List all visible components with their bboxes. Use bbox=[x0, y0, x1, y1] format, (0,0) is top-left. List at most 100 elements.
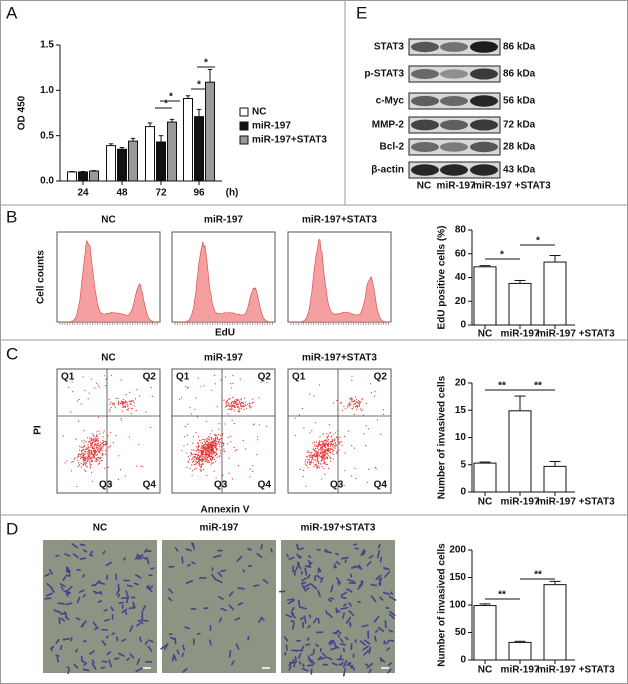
cell bbox=[304, 567, 308, 576]
cell-dot bbox=[115, 434, 117, 437]
cell bbox=[368, 646, 372, 654]
cell bbox=[66, 666, 71, 670]
cell-dot bbox=[89, 438, 91, 440]
cell-dot bbox=[94, 449, 96, 451]
size-label: 56 kDa bbox=[503, 96, 536, 107]
cell-dot bbox=[325, 449, 327, 451]
cell bbox=[163, 642, 169, 651]
size-label: 43 kDa bbox=[503, 165, 536, 176]
cell-dot bbox=[214, 461, 217, 463]
cell bbox=[147, 645, 153, 652]
cell-dot bbox=[82, 376, 84, 378]
cell-dot bbox=[341, 409, 344, 411]
cell-dot bbox=[331, 451, 333, 453]
cell-dot bbox=[122, 403, 124, 405]
blot-band bbox=[440, 119, 468, 131]
histogram bbox=[171, 241, 276, 323]
cell-dot bbox=[330, 447, 332, 449]
cell-dot bbox=[336, 451, 338, 453]
cell bbox=[388, 613, 395, 620]
cell-dot bbox=[207, 444, 209, 446]
cell-dot bbox=[332, 445, 334, 447]
cell-dot bbox=[208, 461, 210, 463]
cell bbox=[310, 653, 314, 656]
cell bbox=[121, 608, 128, 614]
cell-dot bbox=[328, 423, 330, 426]
cell bbox=[60, 586, 64, 591]
cell-dot bbox=[207, 460, 210, 462]
column-header: NC bbox=[101, 215, 115, 226]
cell-dot bbox=[87, 398, 89, 400]
cell-dot bbox=[206, 458, 208, 460]
cell-dot bbox=[305, 485, 307, 487]
cell bbox=[295, 649, 303, 652]
bar bbox=[67, 171, 77, 182]
cell bbox=[286, 553, 289, 558]
cell bbox=[295, 562, 300, 570]
cell-dot bbox=[110, 432, 112, 434]
cell-dot bbox=[103, 430, 105, 432]
cell bbox=[332, 631, 338, 635]
cell-dot bbox=[327, 454, 329, 456]
cell-dot bbox=[234, 450, 236, 452]
cell-dot bbox=[87, 443, 89, 446]
cell-dot bbox=[213, 374, 216, 376]
cell bbox=[44, 597, 52, 600]
cell-dot bbox=[123, 406, 125, 408]
cell-dot bbox=[375, 468, 377, 470]
cell-dot bbox=[118, 401, 120, 404]
cell-dot bbox=[232, 406, 234, 408]
cell-dot bbox=[347, 430, 349, 432]
cell-dot bbox=[205, 449, 207, 451]
cell-dot bbox=[120, 379, 122, 381]
cell-dot bbox=[198, 457, 200, 459]
cell-dot bbox=[294, 417, 296, 419]
cell-dot bbox=[246, 403, 249, 405]
cell-dot bbox=[211, 430, 213, 432]
cell-dot bbox=[119, 469, 122, 471]
cell-dot bbox=[347, 405, 349, 407]
cell-dot bbox=[212, 453, 214, 456]
cell-dot bbox=[220, 438, 222, 440]
legend-label: miR-197+STAT3 bbox=[252, 135, 327, 146]
cell-dot bbox=[81, 446, 83, 448]
cell-dot bbox=[230, 403, 232, 405]
cell bbox=[294, 655, 297, 662]
cell-dot bbox=[348, 403, 350, 405]
cell bbox=[99, 590, 103, 595]
cell-dot bbox=[238, 402, 241, 404]
cell-dot bbox=[94, 454, 96, 456]
cell bbox=[228, 604, 234, 611]
cell bbox=[55, 638, 60, 644]
cell-dot bbox=[92, 454, 94, 456]
cell-dot bbox=[203, 456, 205, 458]
cell bbox=[340, 606, 349, 610]
cell-dot bbox=[70, 470, 73, 472]
cell-dot bbox=[206, 453, 208, 455]
cell bbox=[89, 550, 94, 556]
cell-dot bbox=[107, 482, 109, 484]
y-tick-label: 100 bbox=[449, 600, 466, 611]
cell-dot bbox=[219, 439, 221, 441]
cell-dot bbox=[92, 457, 94, 459]
cell bbox=[360, 580, 363, 586]
cell bbox=[379, 596, 384, 601]
cell-dot bbox=[338, 449, 340, 451]
cell-dot bbox=[198, 451, 200, 453]
cell-dot bbox=[90, 446, 92, 448]
cell-dot bbox=[90, 443, 92, 445]
cell-dot bbox=[316, 466, 318, 468]
cell-dot bbox=[319, 455, 321, 457]
cell-dot bbox=[73, 458, 75, 460]
cell-dot bbox=[100, 456, 102, 459]
cell-dot bbox=[98, 430, 100, 432]
cell-dot bbox=[344, 452, 346, 454]
cell bbox=[307, 555, 312, 559]
cell-dot bbox=[100, 459, 102, 462]
cell bbox=[364, 663, 369, 667]
cell-dot bbox=[215, 436, 217, 439]
cell-dot bbox=[322, 442, 324, 444]
cell bbox=[196, 632, 201, 635]
cell bbox=[382, 591, 391, 595]
cell-dot bbox=[249, 402, 251, 404]
